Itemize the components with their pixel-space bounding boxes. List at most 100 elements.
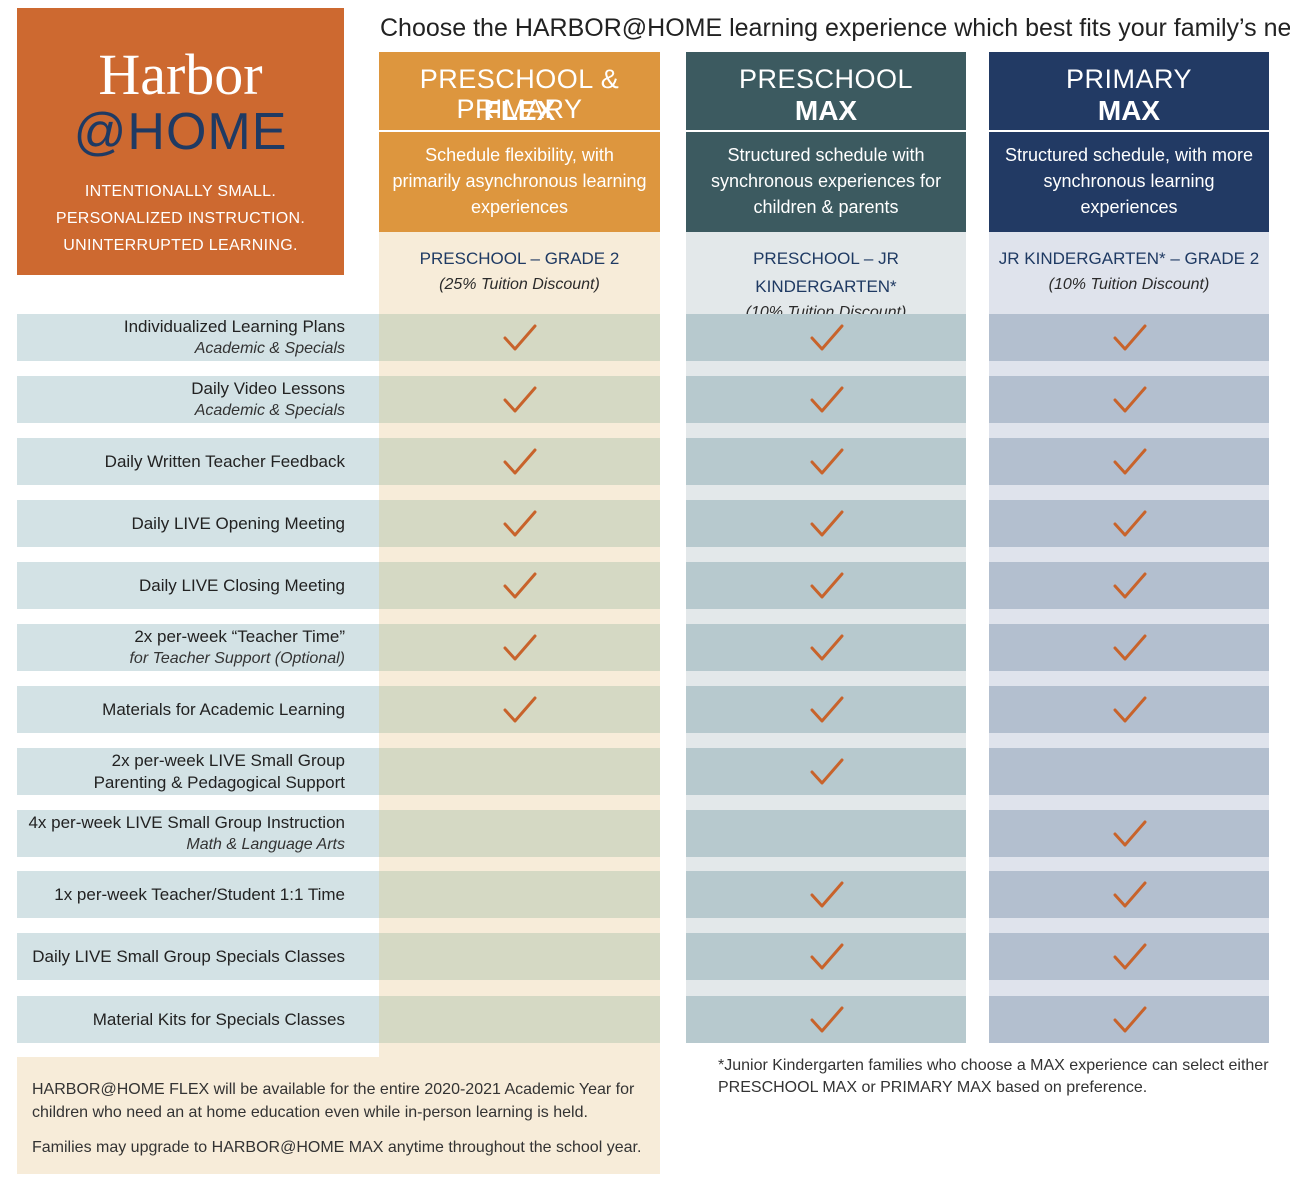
feature-row: Daily LIVE Closing Meeting: [17, 562, 1269, 609]
logo-at-sign: @: [73, 103, 128, 161]
checkmark-icon: [1112, 323, 1148, 353]
checkmark-icon: [809, 1005, 845, 1035]
row-cell-background: [686, 748, 966, 795]
tuition-discount: (10% Tuition Discount): [1048, 276, 1210, 293]
row-cell-background: [17, 871, 379, 918]
row-cell-background: [989, 810, 1269, 857]
feature-label: 1x per-week Teacher/Student 1:1 Time: [17, 871, 345, 918]
row-cell-background: [379, 500, 660, 547]
row-cell-background: [989, 438, 1269, 485]
row-cell-background: [17, 624, 379, 671]
checkmark-icon: [502, 695, 538, 725]
checkmark-icon: [502, 447, 538, 477]
row-cell-background: [686, 810, 966, 857]
feature-name: Individualized Learning Plans: [123, 317, 345, 336]
divider: [989, 130, 1269, 132]
grade-range-primary-max: JR KINDERGARTEN* – GRADE 2 (10% Tuition …: [989, 245, 1269, 297]
column-subtitle: MAX: [794, 95, 858, 126]
column-header-flex: PRESCHOOL & PRIMARY FLEX Schedule flexib…: [379, 52, 660, 232]
feature-name: Daily LIVE Small Group Specials Classes: [32, 946, 345, 966]
flex-availability-note: HARBOR@HOME FLEX will be available for t…: [17, 1057, 660, 1174]
note-paragraph: HARBOR@HOME FLEX will be available for t…: [32, 1081, 635, 1121]
row-cell-background: [989, 500, 1269, 547]
feature-label: Daily Video Lessons Academic & Specials: [17, 376, 345, 423]
checkmark-icon: [809, 447, 845, 477]
grade-range-flex: PRESCHOOL – GRADE 2 (25% Tuition Discoun…: [379, 245, 660, 297]
column-description: Schedule flexibility, with primarily asy…: [392, 145, 647, 217]
checkmark-icon: [1112, 447, 1148, 477]
feature-detail: for Teacher Support (Optional): [129, 650, 345, 667]
checkmark-icon: [809, 880, 845, 910]
row-cell-background: [989, 314, 1269, 361]
row-cell-background: [379, 871, 660, 918]
harbor-home-logo: Harbor @HOME INTENTIONALLY SMALL. PERSON…: [17, 8, 344, 275]
divider: [379, 130, 660, 132]
feature-name: 4x per-week LIVE Small Group Instruction: [28, 813, 345, 832]
checkmark-icon: [809, 323, 845, 353]
row-cell-background: [379, 996, 660, 1043]
checkmark-icon: [502, 509, 538, 539]
logo-home-text: HOME: [127, 103, 288, 161]
row-cell-background: [686, 871, 966, 918]
checkmark-icon: [502, 323, 538, 353]
column-title: PRESCHOOL: [738, 64, 914, 94]
checkmark-icon: [1112, 633, 1148, 663]
feature-detail: Math & Language Arts: [186, 836, 345, 853]
logo-word-home: @HOME: [17, 104, 344, 160]
feature-label: Materials for Academic Learning: [17, 686, 345, 733]
row-cell-background: [989, 996, 1269, 1043]
feature-label: Material Kits for Specials Classes: [17, 996, 345, 1043]
feature-name: Daily Video Lessons: [191, 379, 345, 398]
checkmark-icon: [1112, 509, 1148, 539]
feature-label: 2x per-week “Teacher Time” for Teacher Su…: [17, 624, 345, 671]
column-subtitle: FLEX: [483, 95, 556, 126]
row-cell-background: [379, 376, 660, 423]
feature-row: 4x per-week LIVE Small Group Instruction…: [17, 810, 1269, 857]
feature-row: Individualized Learning Plans Academic & …: [17, 314, 1269, 361]
logo-word-harbor: Harbor: [98, 42, 263, 107]
feature-row: Daily LIVE Small Group Specials Classes: [17, 933, 1269, 980]
logo-taglines: INTENTIONALLY SMALL. PERSONALIZED INSTRU…: [17, 178, 344, 259]
checkmark-icon: [1112, 695, 1148, 725]
checkmark-icon: [1112, 385, 1148, 415]
row-cell-background: [379, 314, 660, 361]
feature-name: Daily LIVE Opening Meeting: [131, 513, 345, 533]
feature-name: Materials for Academic Learning: [102, 699, 345, 719]
page-heading: Choose the HARBOR@HOME learning experien…: [380, 14, 1290, 42]
feature-label: Daily LIVE Small Group Specials Classes: [17, 933, 345, 980]
row-cell-background: [379, 624, 660, 671]
checkmark-icon: [1112, 819, 1148, 849]
checkmark-icon: [502, 385, 538, 415]
row-cell-background: [686, 376, 966, 423]
row-cell-background: [17, 810, 379, 857]
column-subtitle: MAX: [1097, 95, 1161, 126]
row-cell-background: [989, 686, 1269, 733]
row-cell-background: [686, 624, 966, 671]
column-title: PRESCHOOL & PRIMARY: [419, 64, 620, 124]
row-cell-background: [17, 376, 379, 423]
feature-row: Materials for Academic Learning: [17, 686, 1269, 733]
feature-label: 4x per-week LIVE Small Group Instruction…: [17, 810, 345, 857]
row-cell-background: [686, 562, 966, 609]
column-description: Structured schedule, with more synchrono…: [1004, 145, 1254, 217]
row-cell-background: [379, 933, 660, 980]
feature-name: 1x per-week Teacher/Student 1:1 Time: [54, 884, 345, 904]
column-header-preschool-max: PRESCHOOL MAX Structured schedule with s…: [686, 52, 966, 232]
checkmark-icon: [502, 571, 538, 601]
checkmark-icon: [1112, 942, 1148, 972]
grade-range: JR KINDERGARTEN* – GRADE 2: [998, 249, 1260, 268]
tagline: UNINTERRUPTED LEARNING.: [63, 237, 298, 254]
row-cell-background: [989, 748, 1269, 795]
grade-range-preschool-max: PRESCHOOL – JR KINDERGARTEN* (10% Tuitio…: [686, 245, 966, 325]
feature-row: 2x per-week LIVE Small Group Parenting & …: [17, 748, 1269, 795]
feature-name: Daily Written Teacher Feedback: [104, 451, 345, 471]
row-cell-background: [379, 438, 660, 485]
row-cell-background: [686, 438, 966, 485]
row-cell-background: [17, 438, 379, 485]
row-cell-background: [989, 933, 1269, 980]
row-cell-background: [379, 810, 660, 857]
feature-name: 2x per-week “Teacher Time”: [134, 627, 345, 646]
row-cell-background: [17, 933, 379, 980]
feature-row: Daily Written Teacher Feedback: [17, 438, 1269, 485]
feature-name: Daily LIVE Closing Meeting: [139, 575, 345, 595]
